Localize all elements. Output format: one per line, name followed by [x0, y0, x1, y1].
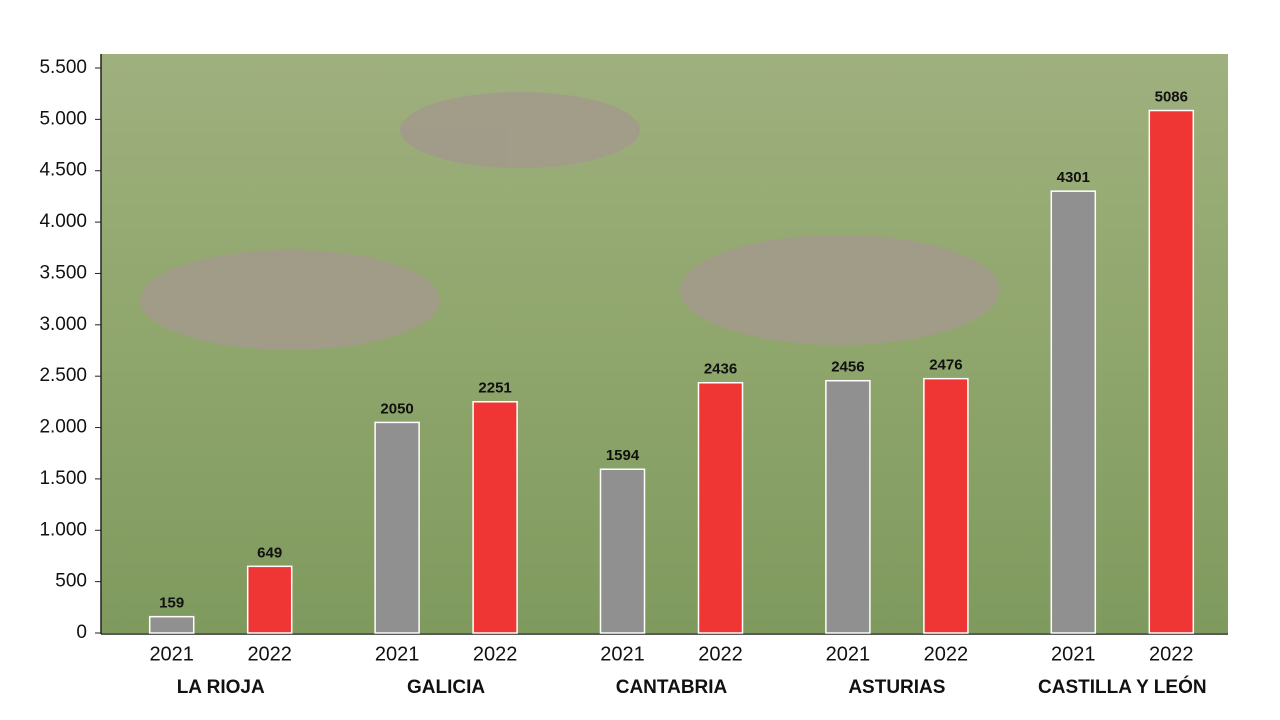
- bar: [1050, 190, 1097, 634]
- data-label: 159: [159, 595, 184, 612]
- data-label: 649: [257, 544, 282, 561]
- y-tick-label: 3.500: [39, 262, 87, 283]
- bar: [472, 401, 518, 634]
- bar: [148, 615, 195, 634]
- bar: [923, 377, 969, 634]
- series-label: 2021: [149, 643, 194, 665]
- series-label: 2021: [1051, 643, 1096, 665]
- data-label: 1594: [606, 447, 640, 464]
- category-label: CANTABRIA: [616, 677, 728, 698]
- wolf-silhouettes: [140, 92, 1000, 350]
- y-tick-label: 4.500: [39, 160, 87, 181]
- data-label: 4301: [1057, 169, 1090, 186]
- data-label: 2436: [704, 361, 737, 378]
- y-tick-label: 2.000: [39, 417, 87, 438]
- bar: [825, 379, 871, 634]
- category-label: LA RIOJA: [177, 677, 265, 698]
- series-label: 2021: [375, 643, 420, 665]
- bar: [374, 421, 420, 634]
- y-tick-label: 3.000: [39, 314, 87, 335]
- y-tick-label: 500: [55, 571, 87, 592]
- y-tick-label: 1.500: [39, 468, 87, 489]
- y-tick-label: 5.000: [39, 108, 87, 129]
- bar: [246, 565, 293, 634]
- series-label: 2022: [1149, 643, 1194, 665]
- data-label: 2456: [831, 359, 864, 376]
- bar: [599, 468, 646, 634]
- series-label: 2021: [826, 643, 871, 665]
- data-label: 5086: [1155, 88, 1188, 105]
- data-label: 2251: [478, 380, 511, 397]
- category-label: ASTURIAS: [848, 677, 945, 698]
- bar: [697, 382, 744, 634]
- series-label: 2022: [924, 643, 969, 665]
- data-label: 2050: [380, 400, 413, 417]
- y-tick-label: 0: [76, 622, 87, 643]
- category-label: CASTILLA Y LEÓN: [1038, 676, 1207, 698]
- series-label: 2022: [473, 643, 518, 665]
- series-label: 2022: [247, 643, 292, 665]
- y-tick-label: 2.500: [39, 365, 87, 386]
- data-label: 2476: [929, 357, 962, 374]
- bar: [1148, 109, 1195, 634]
- y-tick-label: 4.000: [39, 211, 87, 232]
- y-tick-label: 1.000: [39, 519, 87, 540]
- series-label: 2021: [600, 643, 645, 665]
- series-label: 2022: [698, 643, 743, 665]
- y-tick-label: 5.500: [39, 57, 87, 78]
- category-label: GALICIA: [407, 677, 485, 698]
